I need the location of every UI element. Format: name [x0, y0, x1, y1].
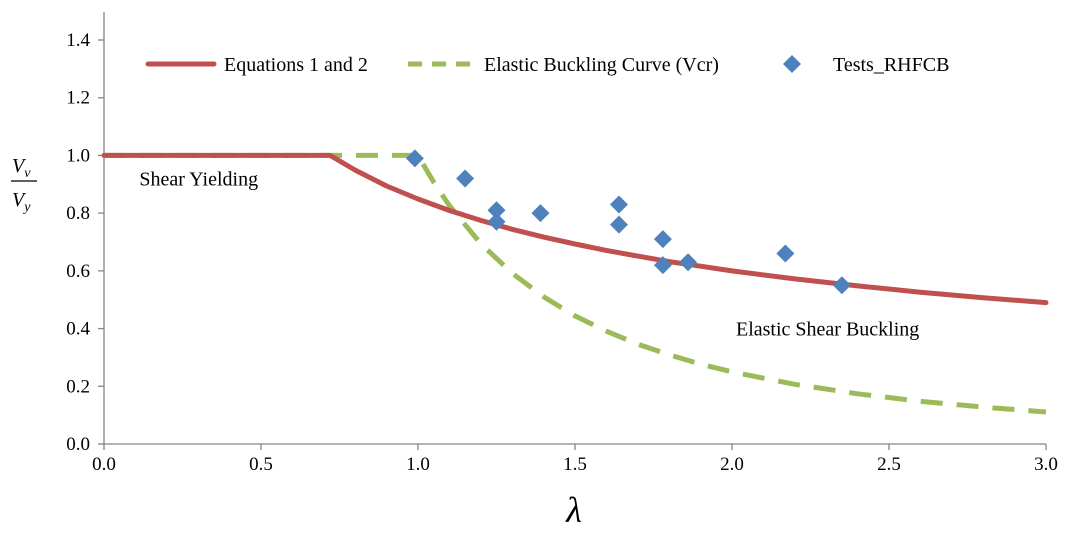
x-tick-label: 2.5 [877, 454, 901, 475]
annotations: Shear Yielding Elastic Shear Buckling [139, 169, 919, 341]
x-tick-label: 1.0 [406, 454, 430, 475]
data-point-tests [487, 212, 506, 231]
x-tick-label: 1.5 [563, 454, 587, 475]
x-tick-label: 2.0 [720, 454, 744, 475]
data-point-tests [832, 276, 851, 295]
data-point-tests [531, 204, 550, 223]
y-tick-label: 0.0 [66, 434, 90, 455]
y-tick-label: 0.8 [66, 203, 90, 224]
data-point-tests [609, 195, 628, 214]
y-axis-label-numerator: Vv [12, 155, 31, 181]
data-point-tests [609, 215, 628, 234]
x-tick-label: 0.0 [92, 454, 116, 475]
data-point-tests [653, 256, 672, 275]
legend-label-tests: Tests_RHFCB [833, 54, 949, 76]
ticks: 0.0 0.2 0.4 0.6 0.8 1.0 1.2 1.4 0.0 0.5 1.0 1.5 2.0 2… [66, 30, 1058, 475]
legend-label-equations: Equations 1 and 2 [224, 54, 368, 76]
annotation-shear-yielding: Shear Yielding [139, 169, 258, 191]
data-point-tests [456, 169, 475, 188]
series-line-equations [101, 152, 1049, 306]
legend-swatch-tests [783, 55, 801, 73]
x-axis-label: λ [565, 490, 582, 530]
series-layer [101, 149, 1049, 415]
annotation-elastic-shear-buckling: Elastic Shear Buckling [736, 319, 919, 341]
y-tick-label: 1.4 [66, 30, 90, 51]
data-point-tests [487, 201, 506, 220]
x-tick-label: 3.0 [1034, 454, 1058, 475]
y-tick-label: 1.0 [66, 145, 90, 166]
data-point-tests [653, 230, 672, 249]
data-point-tests [679, 253, 698, 272]
x-tick-label: 0.5 [249, 454, 273, 475]
y-tick-label: 0.4 [66, 319, 90, 340]
series-line-elastic-buckling [104, 152, 1047, 415]
axes [103, 12, 1046, 445]
data-point-tests [405, 149, 424, 168]
legend-label-elastic-buckling: Elastic Buckling Curve (Vcr) [484, 54, 719, 76]
y-axis-label-denominator: Vy [12, 189, 31, 215]
y-axis-label: Vv Vy [11, 155, 37, 215]
y-tick-label: 0.2 [66, 376, 90, 397]
data-point-tests [776, 244, 795, 263]
legend: Equations 1 and 2 Elastic Buckling Curve… [145, 54, 949, 76]
y-tick-label: 0.6 [66, 261, 90, 282]
y-tick-label: 1.2 [66, 88, 90, 109]
